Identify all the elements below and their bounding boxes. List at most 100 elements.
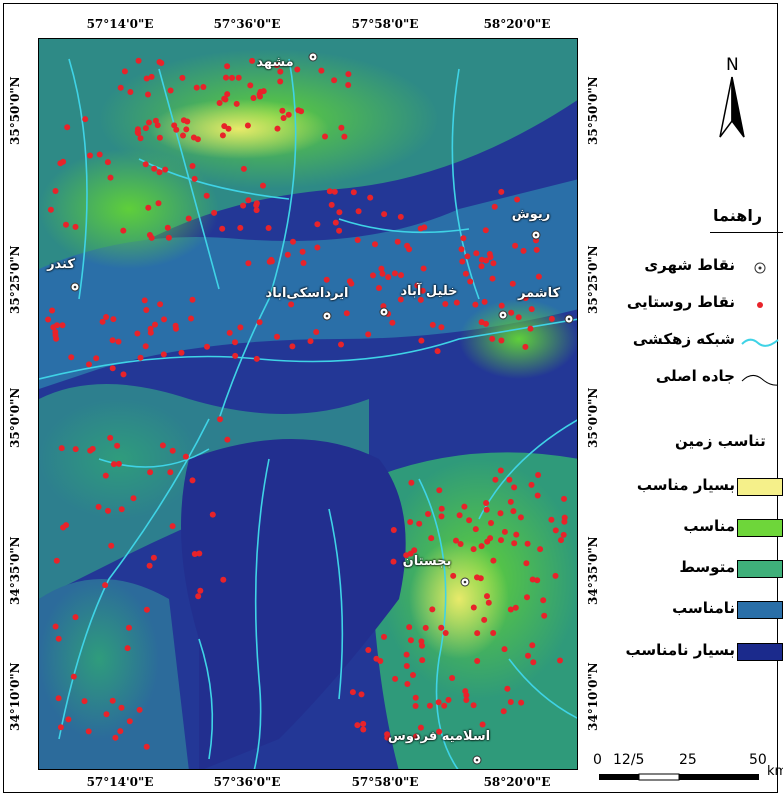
left-tick-label: 35°25'0"N: [8, 245, 22, 314]
rural-point: [288, 301, 295, 308]
rural-point: [457, 541, 464, 547]
rural-point: [370, 272, 376, 279]
rural-point: [483, 320, 489, 327]
rural-point: [372, 241, 378, 248]
rural-point: [180, 117, 187, 124]
rural-point: [314, 221, 321, 228]
urban-point-icon: [460, 577, 470, 587]
rural-point: [498, 188, 505, 195]
rural-point: [438, 624, 445, 631]
rural-point: [146, 119, 152, 126]
rural-point: [557, 657, 563, 664]
rural-point: [429, 606, 436, 613]
rural-point: [407, 637, 414, 644]
rural-point: [515, 314, 522, 321]
rural-point: [460, 235, 467, 242]
rural-point: [196, 550, 203, 557]
rural-point: [326, 188, 333, 195]
rural-point: [419, 287, 426, 294]
rural-point: [72, 614, 79, 621]
rural-point: [472, 526, 479, 533]
rural-point: [508, 309, 515, 316]
rural-point: [126, 624, 132, 631]
rural-point: [189, 296, 196, 303]
rural-point: [279, 107, 286, 114]
rural-point: [497, 510, 504, 517]
rural-point: [522, 343, 529, 350]
rural-point: [156, 59, 163, 65]
scale-label: 12/5: [613, 752, 645, 768]
rural-point: [354, 237, 361, 243]
rural-point: [47, 206, 54, 213]
right-tick-label: 35°50'0"N: [586, 76, 600, 145]
rural-point: [285, 111, 292, 118]
legend-label: نقاط شهری: [644, 256, 735, 274]
rural-point: [273, 62, 280, 69]
rural-point: [256, 319, 263, 326]
rural-point: [540, 597, 547, 604]
rural-point: [99, 318, 106, 325]
rural-point: [127, 89, 134, 95]
legend-swatch: [737, 560, 783, 578]
rural-point: [115, 338, 122, 345]
rural-point: [522, 295, 529, 302]
rural-point: [151, 165, 158, 172]
rural-point: [295, 107, 302, 114]
rural-point: [523, 560, 530, 567]
legend-class-suitable: مناسب: [600, 517, 783, 541]
left-tick-label: 35°50'0"N: [8, 76, 22, 145]
rural-point: [450, 572, 457, 579]
rural-point: [500, 708, 507, 715]
rural-point: [412, 694, 419, 701]
rural-point: [373, 655, 380, 662]
drainage-line: [508, 658, 577, 719]
rural-point: [191, 551, 198, 557]
rural-point: [478, 543, 485, 550]
rural-point: [147, 469, 154, 476]
rural-point: [161, 316, 167, 323]
rural-point: [143, 606, 150, 613]
rural-point: [530, 659, 537, 666]
legend-item-road: جاده اصلی: [600, 367, 783, 391]
place-label: ایرداسکی‌اباد: [265, 286, 349, 301]
rural-point: [528, 481, 535, 488]
rural-point: [510, 508, 517, 515]
rural-point: [55, 695, 62, 702]
rural-point: [195, 593, 202, 600]
rural-point: [412, 703, 419, 709]
rural-point: [203, 192, 210, 199]
rural-point: [434, 348, 441, 355]
rural-point: [438, 513, 445, 520]
urban-point-icon: [379, 307, 389, 317]
rural-point: [381, 211, 388, 218]
rural-point: [429, 321, 436, 328]
rural-point: [484, 538, 491, 545]
place-label: کاشمر: [517, 286, 561, 301]
rural-point: [506, 476, 513, 483]
rural-point: [81, 698, 88, 705]
rural-point: [211, 209, 218, 216]
rural-point: [307, 338, 314, 345]
rural-point: [154, 122, 161, 129]
rural-point: [511, 540, 518, 547]
rural-point: [237, 224, 244, 231]
rural-point: [378, 265, 385, 272]
rural-point: [527, 325, 534, 332]
rural-point: [535, 273, 542, 280]
rural-point: [247, 82, 254, 89]
rural-point: [260, 88, 267, 95]
rural-point: [456, 512, 463, 519]
rural-point: [162, 166, 169, 173]
urban-point-icon: [754, 262, 766, 274]
rural-point: [490, 630, 497, 636]
rural-point: [438, 324, 445, 331]
rural-point: [397, 213, 404, 220]
rural-point: [346, 278, 353, 285]
rural-point: [194, 136, 201, 143]
rural-point: [332, 219, 339, 226]
rural-point: [179, 74, 186, 81]
rural-point: [524, 540, 531, 547]
rural-point: [102, 582, 109, 589]
rural-point: [488, 520, 494, 526]
rural-point: [548, 315, 555, 322]
